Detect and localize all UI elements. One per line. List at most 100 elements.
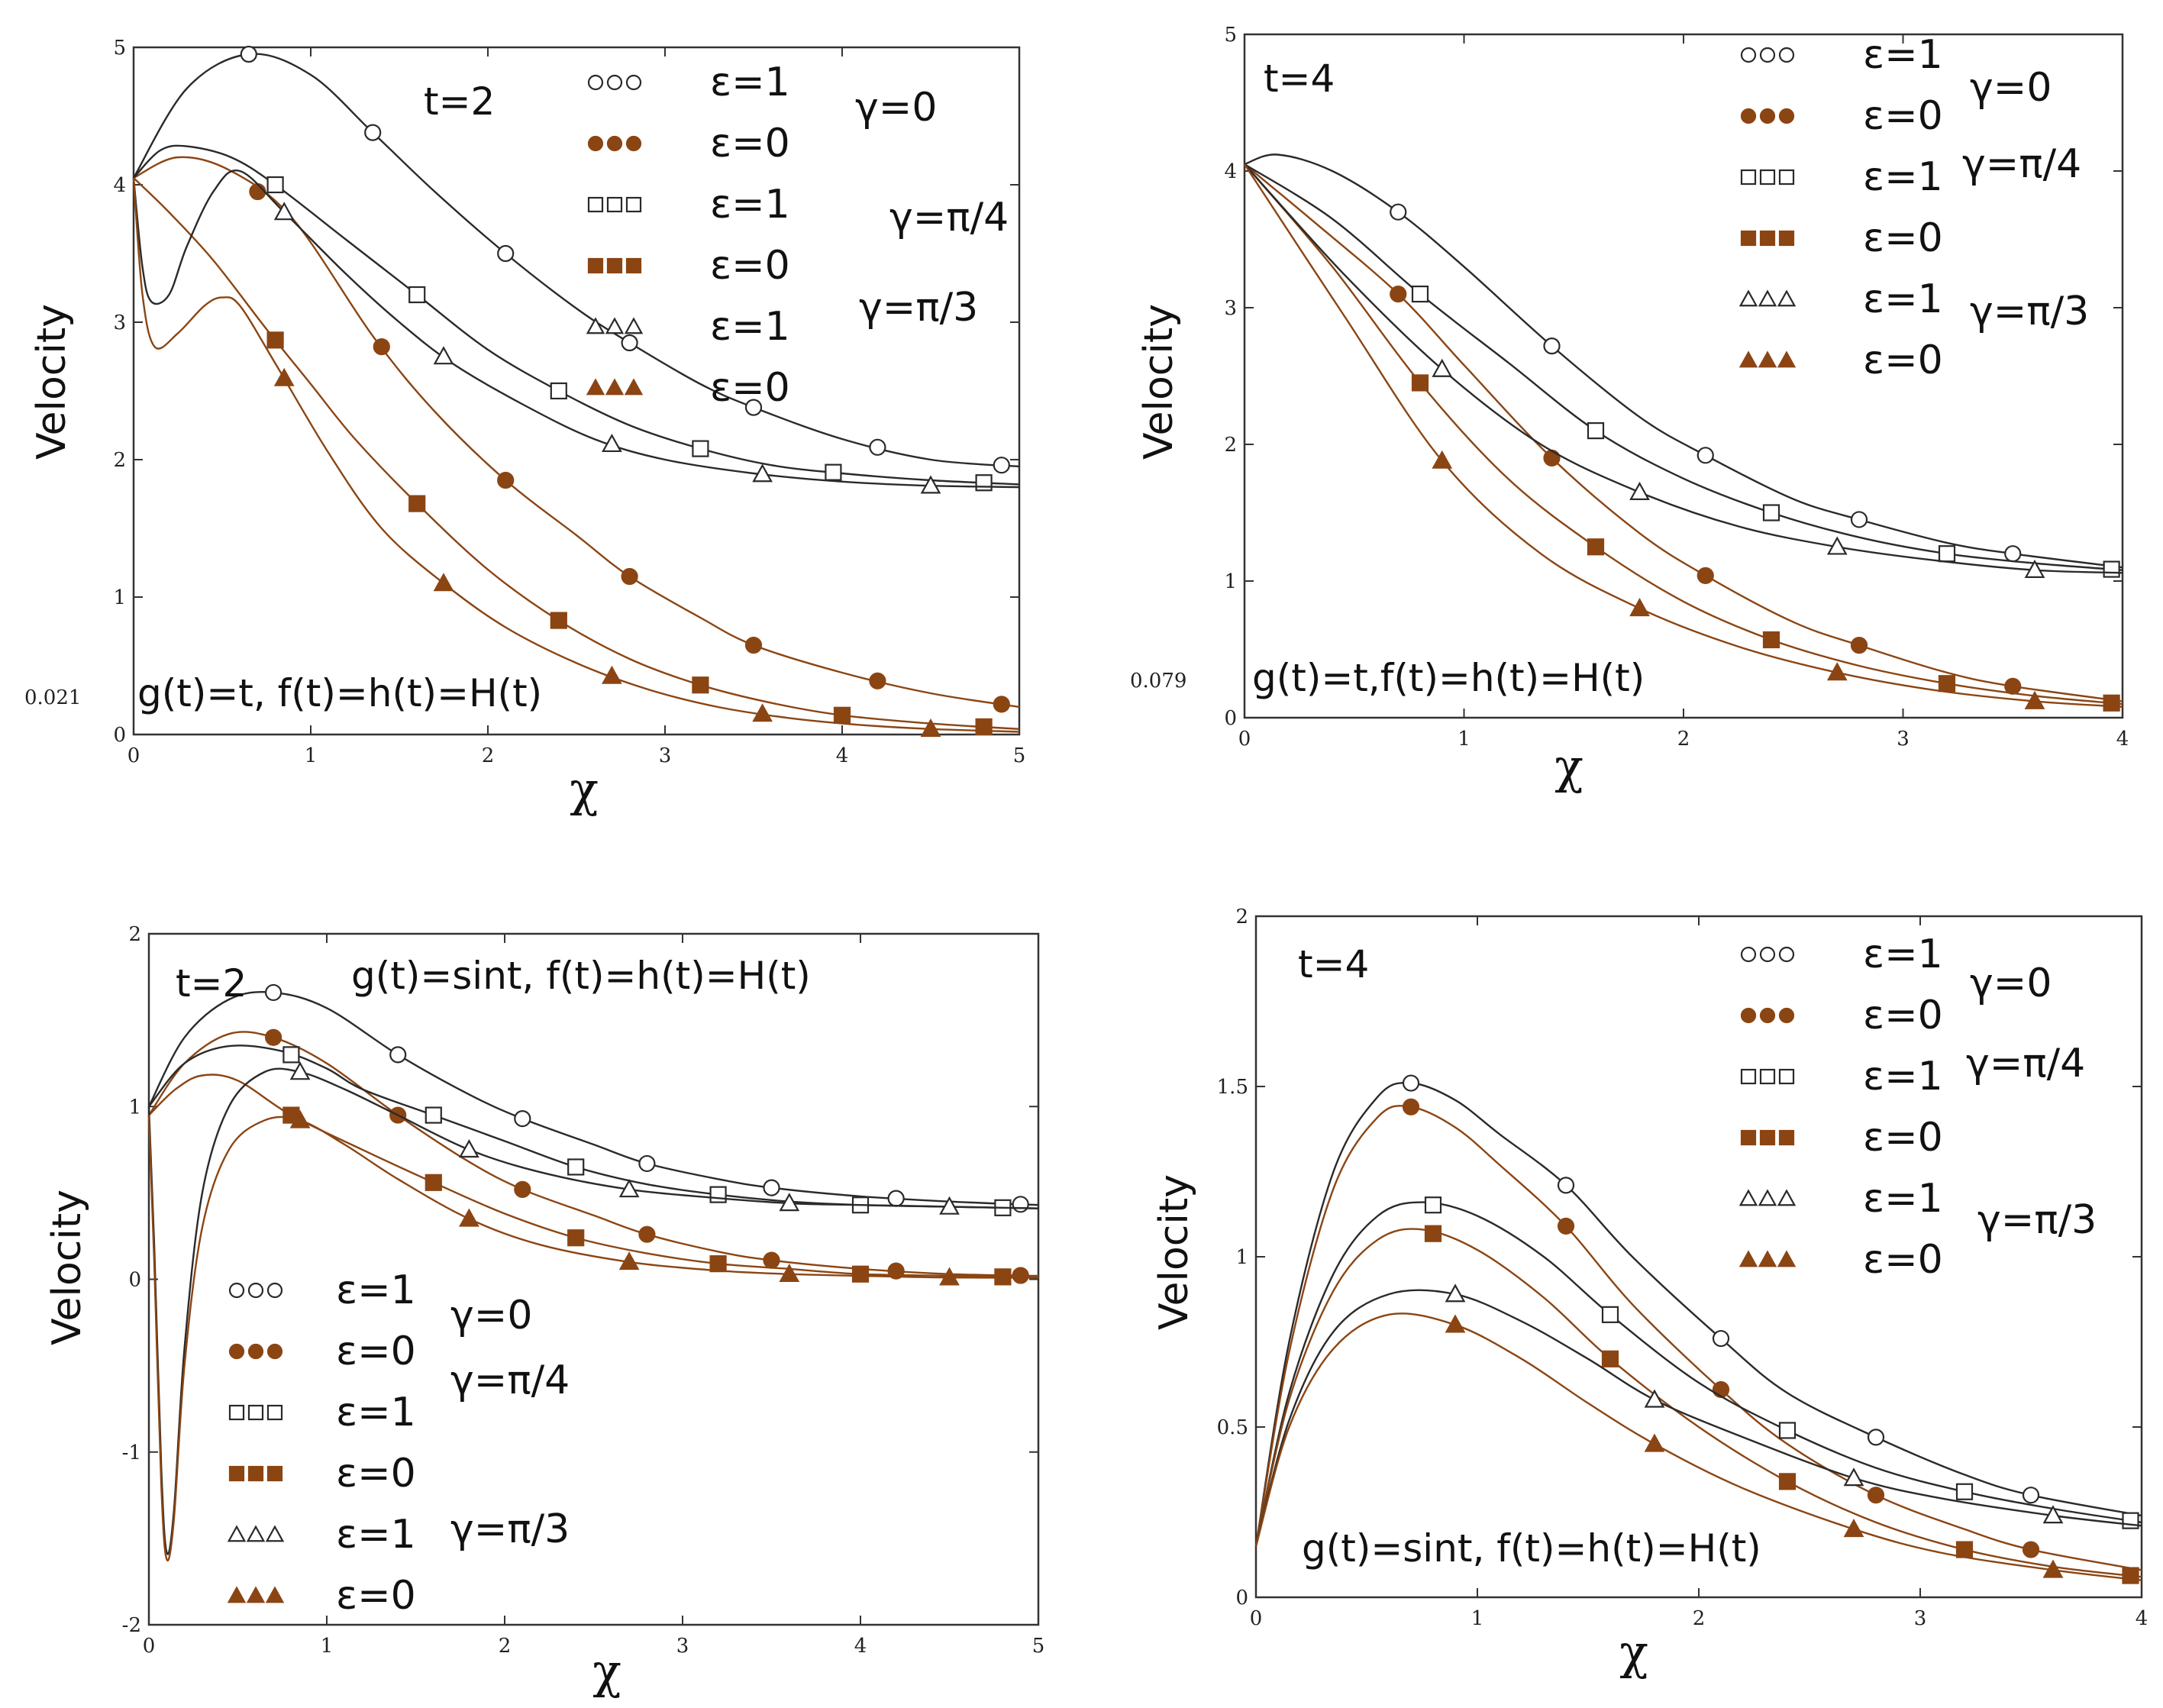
x-tick-label: 1 xyxy=(1471,1607,1484,1630)
legend-marker-icon xyxy=(228,1282,245,1299)
data-point-marker xyxy=(1712,1380,1730,1399)
x-tick-label: 1 xyxy=(321,1635,334,1658)
data-point-marker xyxy=(1867,1429,1885,1446)
data-point-marker xyxy=(249,182,266,201)
function-label: g(t)=t,f(t)=h(t)=H(t) xyxy=(1252,656,1645,700)
data-point-marker xyxy=(1402,1098,1420,1116)
legend-marker-icon xyxy=(1759,47,1776,63)
legend-label: ε=0 xyxy=(1863,1115,1943,1161)
data-point-marker xyxy=(273,202,295,221)
data-point-marker xyxy=(425,1106,442,1124)
legend-label: ε=1 xyxy=(336,1267,416,1313)
legend-marker-icon xyxy=(1738,1250,1758,1267)
legend-group-label: γ=0 xyxy=(1970,65,2052,111)
data-point-marker xyxy=(273,367,295,386)
y-tick-label: 0.5 xyxy=(1217,1416,1248,1439)
data-point-marker xyxy=(692,440,709,457)
legend-marker-icon xyxy=(265,1586,285,1603)
data-point-marker xyxy=(602,433,622,453)
legend-group-label: γ=0 xyxy=(450,1293,532,1338)
legend-marker-icon xyxy=(587,257,604,274)
legend-marker-icon xyxy=(1778,1129,1795,1146)
data-point-marker xyxy=(1778,1473,1797,1490)
legend-marker-icon xyxy=(1778,169,1795,186)
legend-label: ε=1 xyxy=(710,60,790,105)
data-point-marker xyxy=(514,1180,531,1198)
legend-marker-icon xyxy=(246,1525,266,1542)
legend-group-label: γ=π/3 xyxy=(1970,289,2089,334)
data-point-marker xyxy=(266,176,284,194)
data-point-marker xyxy=(1445,1283,1466,1303)
plot-frame xyxy=(1254,915,2143,1599)
legend-marker-icon xyxy=(624,317,644,334)
x-tick-label: 2 xyxy=(1693,1607,1706,1630)
data-point-marker xyxy=(1424,1196,1442,1214)
data-point-marker xyxy=(1601,1350,1619,1367)
data-point-marker xyxy=(425,1174,442,1191)
data-point-marker xyxy=(1390,203,1407,221)
legend-marker-icon xyxy=(624,378,644,396)
legend-marker-icon xyxy=(1740,230,1757,247)
legend-marker-icon xyxy=(1777,1250,1797,1267)
data-point-marker xyxy=(2022,1487,2040,1504)
data-point-marker xyxy=(1402,1074,1420,1092)
legend-marker-icon xyxy=(1738,1189,1758,1206)
x-tick-label: 2 xyxy=(1677,728,1690,751)
legend-marker-icon xyxy=(606,74,623,91)
series-line-2 xyxy=(1254,1201,2142,1547)
data-point-marker xyxy=(709,1255,727,1273)
x-tick-label: 0 xyxy=(1250,1607,1263,1630)
legend-label: ε=0 xyxy=(1863,337,1943,383)
data-point-marker xyxy=(2022,1541,2040,1558)
legend-marker-icon xyxy=(1738,350,1758,368)
legend-marker-icon xyxy=(228,1343,245,1360)
legend-label: ε=0 xyxy=(1863,215,1943,261)
data-point-marker xyxy=(1867,1487,1885,1504)
legend-group-label: γ=π/4 xyxy=(450,1358,570,1403)
legend-marker-icon xyxy=(1740,1007,1757,1024)
time-label: t=4 xyxy=(1298,942,1369,986)
legend-marker-icon xyxy=(1778,946,1795,963)
legend-marker-icon xyxy=(625,257,642,274)
data-point-marker xyxy=(1411,374,1429,392)
data-point-marker xyxy=(638,1154,656,1173)
legend-marker-icon xyxy=(247,1404,264,1421)
y-tick-label: 0 xyxy=(1224,707,1237,730)
x-tick-label: 0 xyxy=(128,744,140,767)
legend-label: ε=0 xyxy=(1863,993,1943,1038)
x-axis-label: χ xyxy=(570,761,599,817)
series-line-3 xyxy=(133,177,1020,730)
data-point-marker xyxy=(939,1196,960,1215)
y-axis-label: Velocity xyxy=(29,304,75,460)
data-point-marker xyxy=(408,286,426,304)
data-point-marker xyxy=(851,1265,870,1283)
data-point-marker xyxy=(1587,538,1605,556)
data-point-marker xyxy=(1762,504,1780,521)
legend-marker-icon xyxy=(227,1525,247,1542)
data-point-marker xyxy=(1587,421,1605,440)
data-point-marker xyxy=(364,124,382,141)
legend: ε=1 γ=0 ε=0 ε=1 γ=π/4 ε=0 ε=1 γ=π/3 ε=0 xyxy=(1738,32,2089,383)
data-point-marker xyxy=(289,1061,311,1080)
y-tick-label: 2 xyxy=(128,923,141,946)
legend-marker-icon xyxy=(1758,1250,1777,1267)
data-point-marker xyxy=(2024,559,2045,578)
data-point-marker xyxy=(1697,567,1714,584)
y-axis-label: Velocity xyxy=(1136,304,1182,460)
series-line-4 xyxy=(132,170,1020,489)
legend-marker-icon xyxy=(1777,1189,1797,1206)
data-point-marker xyxy=(1557,1217,1575,1235)
legend-marker-icon xyxy=(1777,289,1797,307)
data-point-marker xyxy=(497,471,515,489)
legend-marker-icon xyxy=(625,196,642,213)
legend-marker-icon xyxy=(606,196,623,213)
y-tick-label: 5 xyxy=(113,37,126,60)
y-tick-label: -2 xyxy=(122,1614,141,1637)
data-point-marker xyxy=(1390,286,1407,303)
legend-label: ε=0 xyxy=(710,243,790,289)
data-point-marker xyxy=(1955,1541,1974,1558)
legend-marker-icon xyxy=(1778,230,1795,247)
data-point-marker xyxy=(1697,447,1714,464)
x-axis-label: χ xyxy=(1619,1624,1648,1680)
legend-marker-icon xyxy=(1758,1189,1777,1206)
